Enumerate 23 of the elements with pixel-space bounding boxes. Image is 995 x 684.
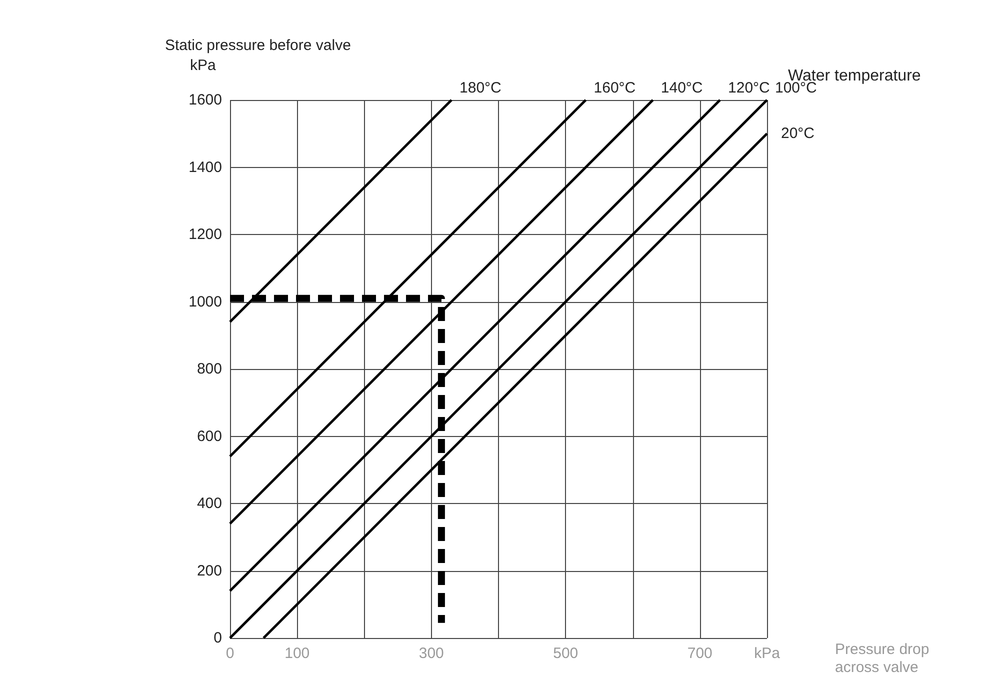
x-tick-label: kPa [754,645,781,662]
series-label: 100°C [775,80,818,96]
series-label: 140°C [660,80,703,96]
y-tick-label: 600 [196,428,222,445]
x-axis-title: Pressure drop across valve [835,641,930,676]
series-label: 160°C [594,80,636,96]
x-tick-label: 0 [226,645,234,662]
x-tick-label: 100 [284,645,310,662]
series-label: 180°C [460,80,502,96]
y-tick-label: 1000 [188,293,222,310]
series-label: 120°C [728,80,770,96]
y-tick-label: 1200 [188,226,222,243]
x-tick-label: 500 [553,645,578,662]
x-tick-label: 300 [418,645,444,662]
series-label: 20°C [781,125,815,142]
y-tick-label: 800 [196,360,222,378]
y-tick-label: 0 [214,630,222,646]
y-tick-label: 400 [196,495,222,512]
y-tick-label: 200 [196,562,222,580]
y-tick-label: 1600 [188,92,222,108]
y-tick-label: 1400 [188,158,222,176]
x-tick-label: 700 [687,645,712,662]
y-axis-title: Static pressure before valve kPa [165,37,351,74]
